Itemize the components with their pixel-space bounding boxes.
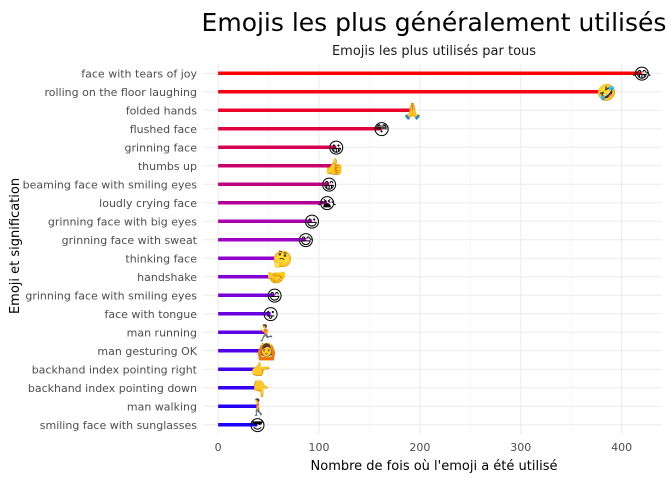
- category-label: backhand index pointing down: [28, 382, 197, 395]
- y-axis-title: Emoji et signification: [8, 178, 23, 314]
- category-label: face with tongue: [105, 308, 198, 321]
- category-label: rolling on the floor laughing: [44, 86, 197, 99]
- x-tick-label: 100: [309, 441, 330, 454]
- category-label: beaming face with smiling eyes: [23, 178, 198, 191]
- category-label: man gesturing OK: [97, 345, 197, 358]
- emoji-marker: 😁: [321, 175, 338, 194]
- emoji-marker: 🤔: [273, 249, 293, 268]
- x-tick-label: 400: [611, 441, 632, 454]
- category-label: man walking: [127, 400, 197, 413]
- category-label: folded hands: [126, 104, 198, 117]
- emoji-marker: 😂: [632, 64, 651, 83]
- x-tick-label: 300: [510, 441, 531, 454]
- emoji-marker: 😅: [298, 231, 315, 250]
- emoji-marker: 👍: [324, 157, 344, 176]
- emoji-marker: 😛: [262, 305, 279, 324]
- category-label: handshake: [137, 271, 197, 284]
- category-label: thinking face: [125, 252, 197, 265]
- chart-title: Emojis les plus généralement utilisés: [202, 8, 667, 37]
- emoji-marker: 👉: [251, 360, 271, 379]
- category-label: grinning face with sweat: [62, 234, 198, 247]
- x-axis-title: Nombre de fois où l'emoji a été utilisé: [311, 459, 558, 474]
- emoji-markers: 😂 🤣 🙏 😳 😀👍😁😭😃😅 🤔🤝😄😛🏃🙆👉👇🚶😎: [249, 64, 652, 435]
- emoji-marker: 😄: [266, 286, 283, 305]
- category-label: grinning face: [125, 141, 198, 154]
- emoji-marker: 😳: [373, 120, 390, 139]
- category-label: backhand index pointing right: [32, 363, 198, 376]
- category-labels: face with tears of joy rolling on the flo…: [23, 67, 198, 432]
- category-label: thumbs up: [138, 160, 197, 173]
- emoji-marker: 👇: [251, 379, 271, 398]
- category-label: smiling face with sunglasses: [40, 419, 198, 432]
- emoji-marker: 🙏: [403, 101, 423, 120]
- emoji-marker: 🙆: [257, 342, 277, 361]
- category-label: grinning face with big eyes: [48, 215, 197, 228]
- x-tick-label: 0: [215, 441, 222, 454]
- x-tick-labels: 0 100 200 300 400: [215, 441, 633, 454]
- emoji-marker: 🚶: [249, 397, 269, 416]
- chart-subtitle: Emojis les plus utilisés par tous: [332, 44, 536, 59]
- emoji-marker: 😎: [249, 416, 266, 435]
- emoji-marker: 😃: [304, 212, 321, 231]
- emoji-marker: 🤝: [267, 268, 287, 287]
- category-label: loudly crying face: [99, 197, 197, 210]
- x-tick-label: 200: [409, 441, 430, 454]
- emoji-marker: 🏃: [256, 323, 276, 342]
- emoji-marker: 😭: [318, 194, 337, 213]
- category-label: face with tears of joy: [81, 67, 197, 80]
- bars: [218, 71, 642, 427]
- category-label: grinning face with smiling eyes: [25, 289, 197, 302]
- category-label: man running: [127, 326, 197, 339]
- category-label: flushed face: [130, 123, 198, 136]
- emoji-marker: 😀: [328, 138, 345, 157]
- emoji-marker: 🤣: [596, 83, 617, 103]
